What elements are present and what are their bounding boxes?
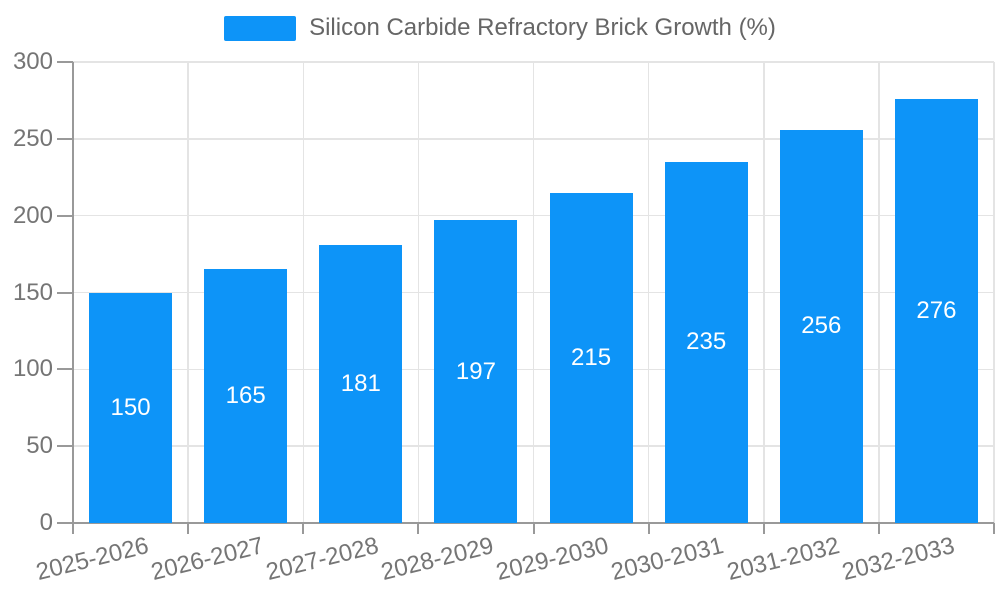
x-axis-tick	[532, 523, 535, 534]
bar-value-label: 150	[110, 393, 151, 421]
bar[interactable]: 150	[89, 292, 173, 523]
x-tick-label: 2027-2028	[263, 532, 382, 586]
x-axis-tick	[187, 523, 190, 534]
bar-value-label: 181	[340, 369, 381, 397]
y-axis-tick	[57, 214, 73, 217]
bar[interactable]: 181	[319, 244, 403, 523]
y-tick-label: 50	[26, 432, 53, 460]
x-axis-tick	[993, 523, 995, 534]
gridline-vertical	[302, 62, 304, 523]
bar-value-label: 276	[916, 296, 957, 324]
x-axis-tick	[72, 523, 74, 534]
x-tick-label: 2026-2027	[148, 532, 267, 586]
x-axis-tick	[647, 523, 650, 534]
chart-legend[interactable]: Silicon Carbide Refractory Brick Growth …	[0, 14, 1000, 42]
gridline-vertical	[878, 62, 880, 523]
y-tick-label: 150	[12, 278, 53, 306]
bar[interactable]: 256	[779, 129, 863, 523]
y-tick-label: 100	[12, 355, 53, 383]
x-tick-label: 2032-2033	[839, 532, 957, 586]
x-tick-label: 2029-2030	[493, 532, 612, 586]
x-tick-label: 2030-2031	[608, 532, 727, 586]
y-tick-label: 250	[12, 124, 53, 152]
y-axis-tick	[57, 522, 73, 524]
y-axis-tick	[57, 368, 73, 371]
bar[interactable]: 215	[549, 192, 633, 523]
x-axis-tick	[877, 523, 880, 534]
bar-value-label: 165	[225, 382, 266, 410]
y-axis-tick	[57, 291, 73, 294]
y-axis-line	[72, 62, 74, 523]
bar[interactable]: 235	[664, 161, 748, 523]
y-tick-label: 300	[12, 48, 53, 75]
y-tick-label: 200	[12, 201, 53, 229]
gridline-vertical	[187, 62, 189, 523]
legend-label: Silicon Carbide Refractory Brick Growth …	[309, 14, 776, 41]
bar[interactable]: 276	[894, 98, 978, 523]
x-tick-label: 2028-2029	[378, 532, 497, 586]
y-axis-tick	[57, 445, 73, 448]
y-axis-tick	[57, 137, 73, 140]
bar-value-label: 215	[571, 343, 612, 371]
legend-swatch	[224, 15, 297, 41]
bar-value-label: 235	[686, 328, 727, 356]
x-tick-label: 2025-2026	[33, 532, 152, 586]
bar[interactable]: 197	[434, 220, 518, 523]
x-axis-tick	[417, 523, 420, 534]
gridline-vertical	[647, 62, 650, 523]
bar-value-label: 256	[801, 312, 842, 340]
x-tick-label: 2031-2032	[723, 532, 842, 586]
gridline-vertical	[417, 62, 420, 523]
x-axis-tick	[302, 523, 305, 534]
gridline-vertical	[993, 62, 995, 523]
x-axis-tick	[762, 523, 765, 534]
y-axis-tick	[57, 61, 73, 63]
bar[interactable]: 165	[204, 269, 288, 523]
y-tick-label: 0	[39, 509, 53, 536]
gridline-vertical	[532, 62, 535, 523]
bar-value-label: 197	[455, 357, 496, 385]
gridline-vertical	[763, 62, 765, 523]
x-axis-line	[73, 522, 994, 524]
